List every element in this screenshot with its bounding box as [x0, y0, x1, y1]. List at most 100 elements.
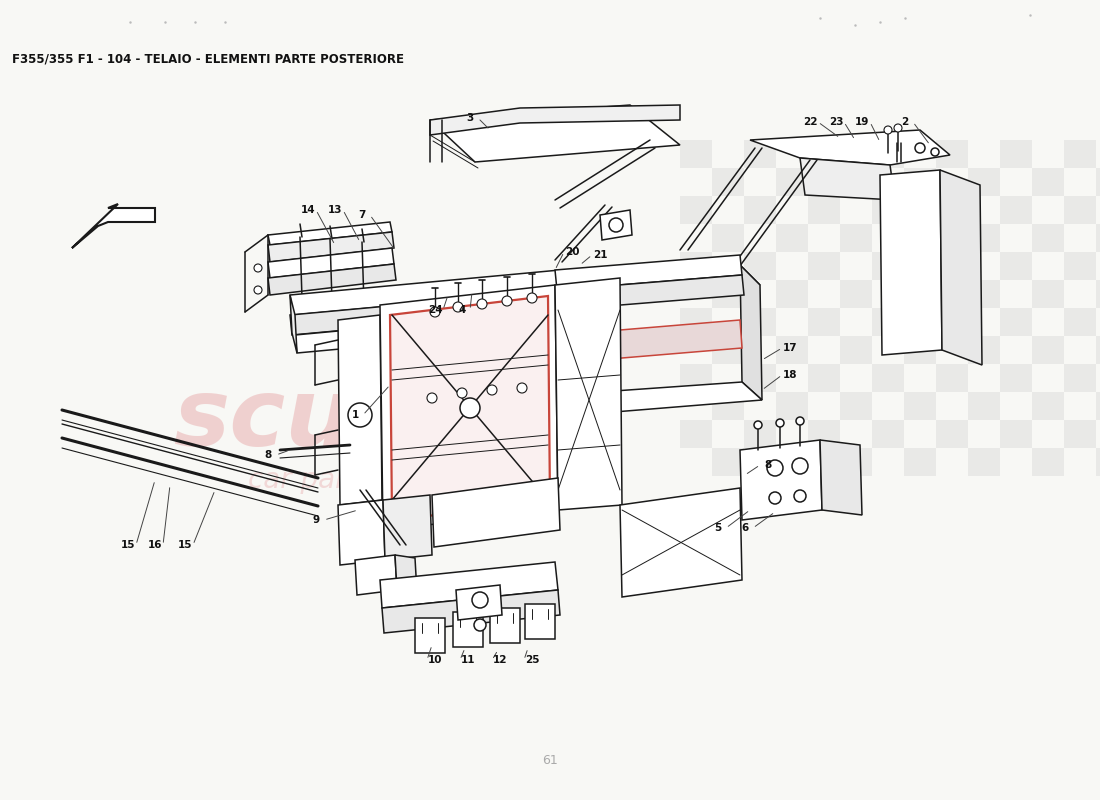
- Polygon shape: [338, 315, 382, 505]
- Circle shape: [348, 403, 372, 427]
- Polygon shape: [800, 158, 895, 200]
- Bar: [712, 168, 744, 196]
- Bar: [680, 252, 712, 280]
- Bar: [808, 308, 840, 336]
- Bar: [968, 224, 1000, 252]
- Polygon shape: [415, 618, 446, 653]
- Polygon shape: [557, 305, 578, 355]
- Polygon shape: [72, 204, 155, 248]
- Polygon shape: [290, 295, 297, 353]
- Text: 16: 16: [147, 540, 163, 550]
- Bar: [1032, 448, 1064, 476]
- Bar: [840, 336, 872, 364]
- Bar: [904, 336, 936, 364]
- Circle shape: [254, 286, 262, 294]
- Polygon shape: [620, 488, 743, 597]
- Bar: [936, 252, 968, 280]
- Polygon shape: [456, 585, 502, 620]
- Bar: [968, 336, 1000, 364]
- Polygon shape: [383, 495, 432, 560]
- Circle shape: [931, 148, 939, 156]
- Polygon shape: [268, 248, 394, 278]
- Circle shape: [487, 385, 497, 395]
- Bar: [872, 420, 904, 448]
- Text: 21: 21: [593, 250, 607, 260]
- Text: 20: 20: [564, 247, 580, 257]
- Circle shape: [796, 417, 804, 425]
- Bar: [1000, 420, 1032, 448]
- Bar: [904, 168, 936, 196]
- Bar: [808, 252, 840, 280]
- Polygon shape: [880, 170, 942, 355]
- Bar: [1064, 308, 1096, 336]
- Bar: [904, 448, 936, 476]
- Polygon shape: [940, 170, 982, 365]
- Bar: [936, 420, 968, 448]
- Bar: [1000, 308, 1032, 336]
- Text: 19: 19: [855, 117, 869, 127]
- Circle shape: [794, 490, 806, 502]
- Circle shape: [502, 296, 512, 306]
- Text: 2: 2: [901, 117, 909, 127]
- Text: 23: 23: [828, 117, 844, 127]
- Circle shape: [884, 126, 892, 134]
- Circle shape: [754, 421, 762, 429]
- Bar: [1000, 252, 1032, 280]
- Polygon shape: [379, 562, 558, 608]
- Bar: [936, 364, 968, 392]
- Bar: [872, 364, 904, 392]
- Text: 22: 22: [803, 117, 817, 127]
- Polygon shape: [740, 440, 822, 520]
- Polygon shape: [268, 232, 394, 262]
- Circle shape: [456, 388, 468, 398]
- Circle shape: [915, 143, 925, 153]
- Circle shape: [517, 383, 527, 393]
- Bar: [1096, 224, 1100, 252]
- Circle shape: [527, 293, 537, 303]
- Circle shape: [460, 398, 480, 418]
- Text: 14: 14: [300, 205, 316, 215]
- Bar: [744, 196, 775, 224]
- Circle shape: [769, 492, 781, 504]
- Bar: [1096, 280, 1100, 308]
- Bar: [936, 140, 968, 168]
- Bar: [840, 392, 872, 420]
- Text: scuderia: scuderia: [173, 374, 627, 466]
- Bar: [904, 280, 936, 308]
- Polygon shape: [556, 280, 578, 415]
- Polygon shape: [740, 265, 762, 400]
- Bar: [1064, 420, 1096, 448]
- Circle shape: [453, 302, 463, 312]
- Bar: [712, 280, 744, 308]
- Bar: [808, 420, 840, 448]
- Bar: [744, 420, 775, 448]
- Bar: [968, 392, 1000, 420]
- Bar: [1096, 168, 1100, 196]
- Text: 3: 3: [466, 113, 474, 123]
- Circle shape: [472, 592, 488, 608]
- Polygon shape: [430, 105, 680, 135]
- Polygon shape: [556, 265, 760, 300]
- Polygon shape: [453, 612, 483, 647]
- Circle shape: [792, 458, 808, 474]
- Bar: [776, 280, 808, 308]
- Bar: [1032, 336, 1064, 364]
- Bar: [1064, 252, 1096, 280]
- Polygon shape: [820, 440, 862, 515]
- Text: 8: 8: [264, 450, 272, 460]
- Bar: [1096, 448, 1100, 476]
- Bar: [1064, 196, 1096, 224]
- Bar: [1000, 140, 1032, 168]
- Bar: [1032, 168, 1064, 196]
- Bar: [1096, 336, 1100, 364]
- Text: 17: 17: [783, 343, 798, 353]
- Polygon shape: [432, 478, 560, 547]
- Polygon shape: [382, 590, 560, 633]
- Polygon shape: [600, 210, 632, 240]
- Bar: [712, 224, 744, 252]
- Bar: [744, 252, 775, 280]
- Circle shape: [776, 419, 784, 427]
- Bar: [680, 420, 712, 448]
- Text: 15: 15: [178, 540, 192, 550]
- Polygon shape: [295, 310, 566, 353]
